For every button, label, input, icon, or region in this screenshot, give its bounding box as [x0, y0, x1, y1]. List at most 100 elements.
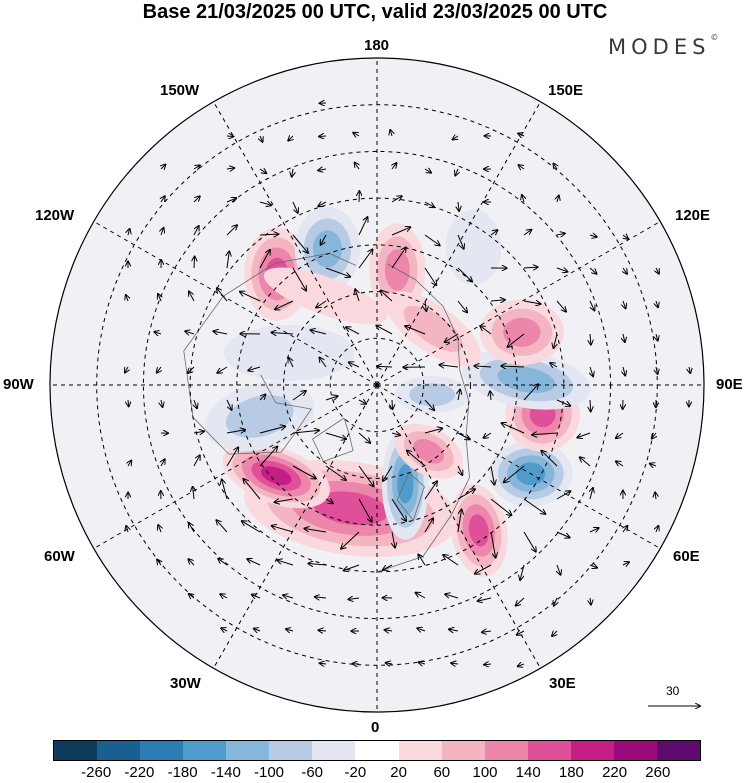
wind-arrow — [320, 358, 327, 368]
colorbar — [53, 740, 701, 761]
anomaly-neg-6 — [445, 209, 502, 285]
wind-arrow — [346, 327, 360, 335]
wind-arrow — [157, 366, 161, 373]
map-border — [49, 57, 705, 713]
wind-arrow — [325, 465, 346, 480]
wind-arrow — [650, 464, 657, 466]
wind-arrow — [386, 663, 393, 664]
anomaly-contour — [397, 464, 414, 504]
wind-arrow — [259, 447, 277, 467]
wind-arrow — [556, 531, 570, 538]
anomaly-contour — [225, 395, 294, 438]
wind-arrow — [541, 451, 558, 467]
latitude-circle — [283, 291, 471, 479]
wind-arrow — [188, 559, 195, 566]
wind-arrow — [656, 333, 658, 341]
wind-arrow — [227, 252, 229, 269]
wind-arrow — [417, 628, 426, 631]
wind-arrow — [508, 333, 525, 347]
wind-arrow — [158, 525, 161, 533]
wind-arrow — [457, 489, 475, 500]
wind-arrow — [457, 300, 467, 312]
wind-arrow — [589, 565, 597, 568]
latitude-circle — [236, 244, 518, 526]
colorbar-tick-label: 180 — [558, 764, 584, 781]
wind-arrow — [275, 300, 294, 309]
wind-arrow — [161, 165, 165, 170]
coastline — [396, 472, 425, 522]
wind-arrow — [656, 300, 658, 307]
wind-arrow — [656, 366, 658, 374]
wind-arrow — [519, 165, 525, 169]
wind-arrow — [272, 333, 294, 335]
anomaly-contour — [409, 383, 456, 407]
wind-arrow — [656, 267, 659, 274]
wind-arrow — [655, 492, 656, 500]
wind-arrow — [226, 399, 232, 410]
wind-arrow — [457, 510, 462, 533]
wind-arrow — [482, 631, 492, 632]
wind-arrow — [449, 629, 459, 631]
wind-arrow — [380, 291, 393, 302]
wind-arrow — [501, 366, 525, 367]
wind-arrow — [656, 526, 658, 533]
wind-arrow — [623, 526, 627, 533]
wind-arrow — [376, 326, 393, 335]
wind-arrow — [154, 332, 162, 334]
colorbar-tick-label: 260 — [645, 764, 671, 781]
wind-arrow — [424, 267, 436, 285]
wind-arrow — [283, 595, 294, 598]
wind-arrow — [392, 163, 396, 170]
wind-arrow — [453, 136, 458, 140]
colorbar-tick-label: 140 — [515, 764, 541, 781]
wind-arrow — [523, 301, 541, 304]
wind-arrow — [391, 196, 402, 203]
wind-arrow — [221, 628, 228, 631]
wind-arrow — [424, 234, 440, 245]
chart-title: Base 21/03/2025 00 UTC, valid 23/03/2025… — [142, 1, 608, 23]
meridian — [93, 384, 378, 549]
wind-arrow — [652, 432, 656, 439]
wind-arrow — [552, 631, 557, 636]
anomaly-contour — [312, 230, 343, 268]
wind-arrow — [193, 455, 200, 467]
wind-arrow — [217, 288, 228, 302]
wind-arrow — [193, 165, 200, 169]
wind-arrow — [240, 292, 261, 302]
wind-arrow — [458, 390, 460, 401]
wind-arrow — [577, 432, 591, 438]
wind-arrow — [550, 363, 558, 367]
wind-arrow — [490, 391, 491, 401]
wind-arrow — [383, 465, 393, 481]
wind-arrow — [523, 498, 545, 514]
wind-arrow — [590, 488, 593, 500]
colorbar-tick-label: 60 — [433, 764, 451, 781]
wind-arrow — [518, 134, 525, 137]
wind-arrow — [556, 300, 566, 312]
wind-arrow — [304, 529, 327, 533]
wind-arrow — [490, 300, 505, 301]
lon-label-60e: 60E — [673, 548, 700, 565]
wind-arrow — [318, 202, 327, 206]
anomaly-pos-2 — [222, 443, 330, 509]
anomaly-neg-4 — [461, 349, 591, 410]
latitude-circle — [329, 337, 425, 433]
colorbar-tick-label: 20 — [390, 764, 407, 781]
wind-arrow — [161, 459, 165, 467]
modes-logo-text: MODES — [608, 35, 711, 59]
lon-label-150e: 150E — [548, 82, 584, 99]
wind-arrow — [349, 362, 360, 368]
colorbar-tick-label: 100 — [472, 764, 498, 781]
wind-arrow — [589, 300, 594, 310]
wind-arrow — [623, 235, 628, 239]
wind-arrow — [248, 367, 261, 371]
wind-arrow — [502, 423, 525, 434]
wind-arrow — [391, 227, 410, 236]
wind-arrow — [286, 629, 294, 631]
wind-arrow — [193, 196, 200, 203]
wind-arrow — [308, 564, 327, 566]
wind-arrow — [259, 202, 271, 205]
colorbar-tick-label: -20 — [344, 764, 367, 781]
coastline — [312, 417, 354, 462]
wind-arrow — [580, 457, 591, 467]
